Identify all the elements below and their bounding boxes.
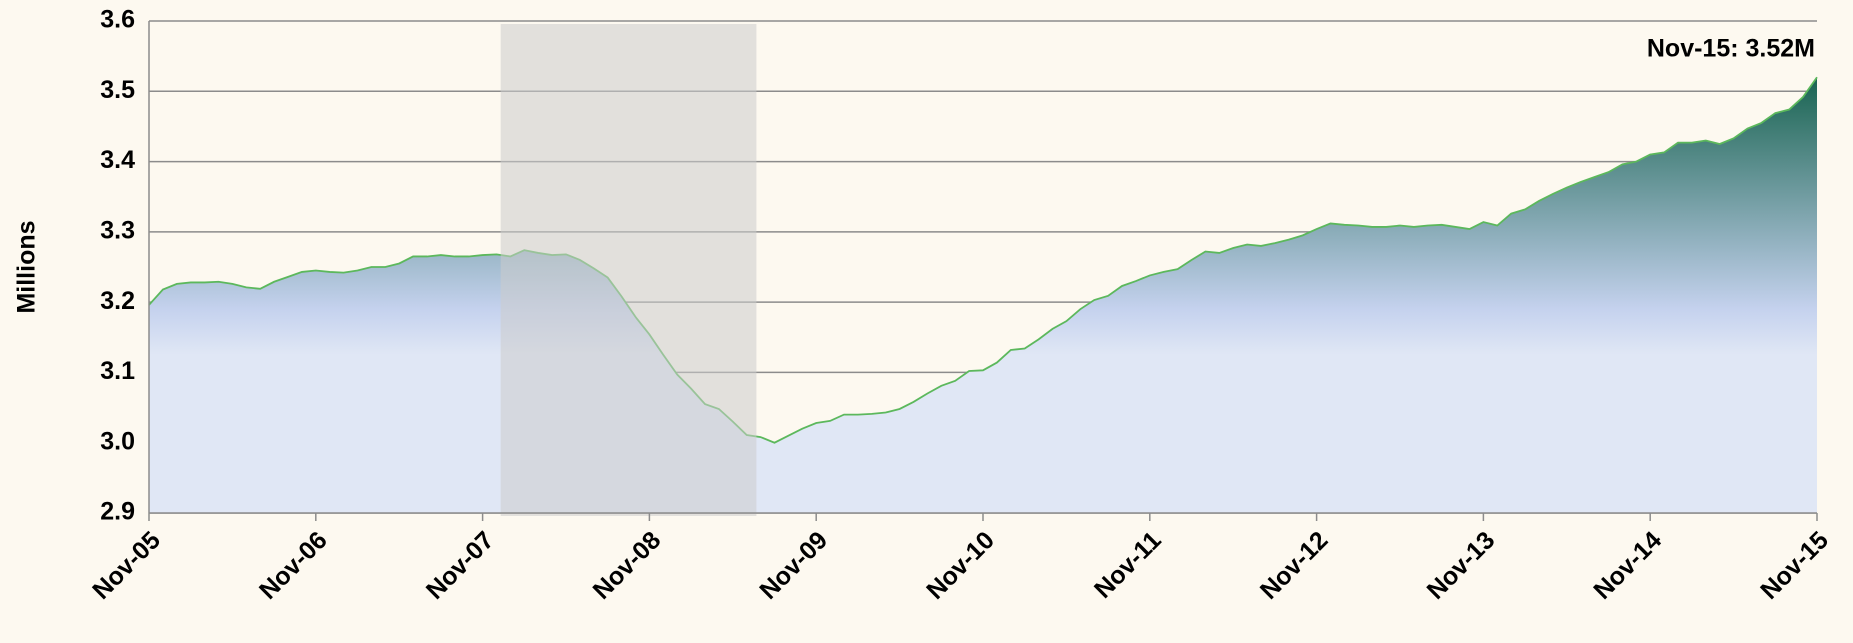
y-tick-label: 3.1 [100, 357, 135, 385]
y-axis-title: Millions [13, 220, 41, 313]
y-tick-label: 3.3 [100, 216, 135, 244]
y-tick-label: 3.6 [100, 6, 135, 34]
y-tick-label: 3.4 [100, 146, 135, 174]
y-tick-label: 2.9 [100, 498, 135, 526]
y-tick-label: 3.5 [100, 76, 135, 104]
y-tick-label: 3.2 [100, 287, 135, 315]
shaded-region [501, 24, 757, 516]
annotation: Nov-15: 3.52M [1647, 35, 1815, 63]
page: Millions 2.93.03.13.23.33.43.53.6Nov-05N… [0, 0, 1853, 643]
y-tick-label: 3.0 [100, 427, 135, 455]
chart: Millions 2.93.03.13.23.33.43.53.6Nov-05N… [0, 0, 1853, 643]
